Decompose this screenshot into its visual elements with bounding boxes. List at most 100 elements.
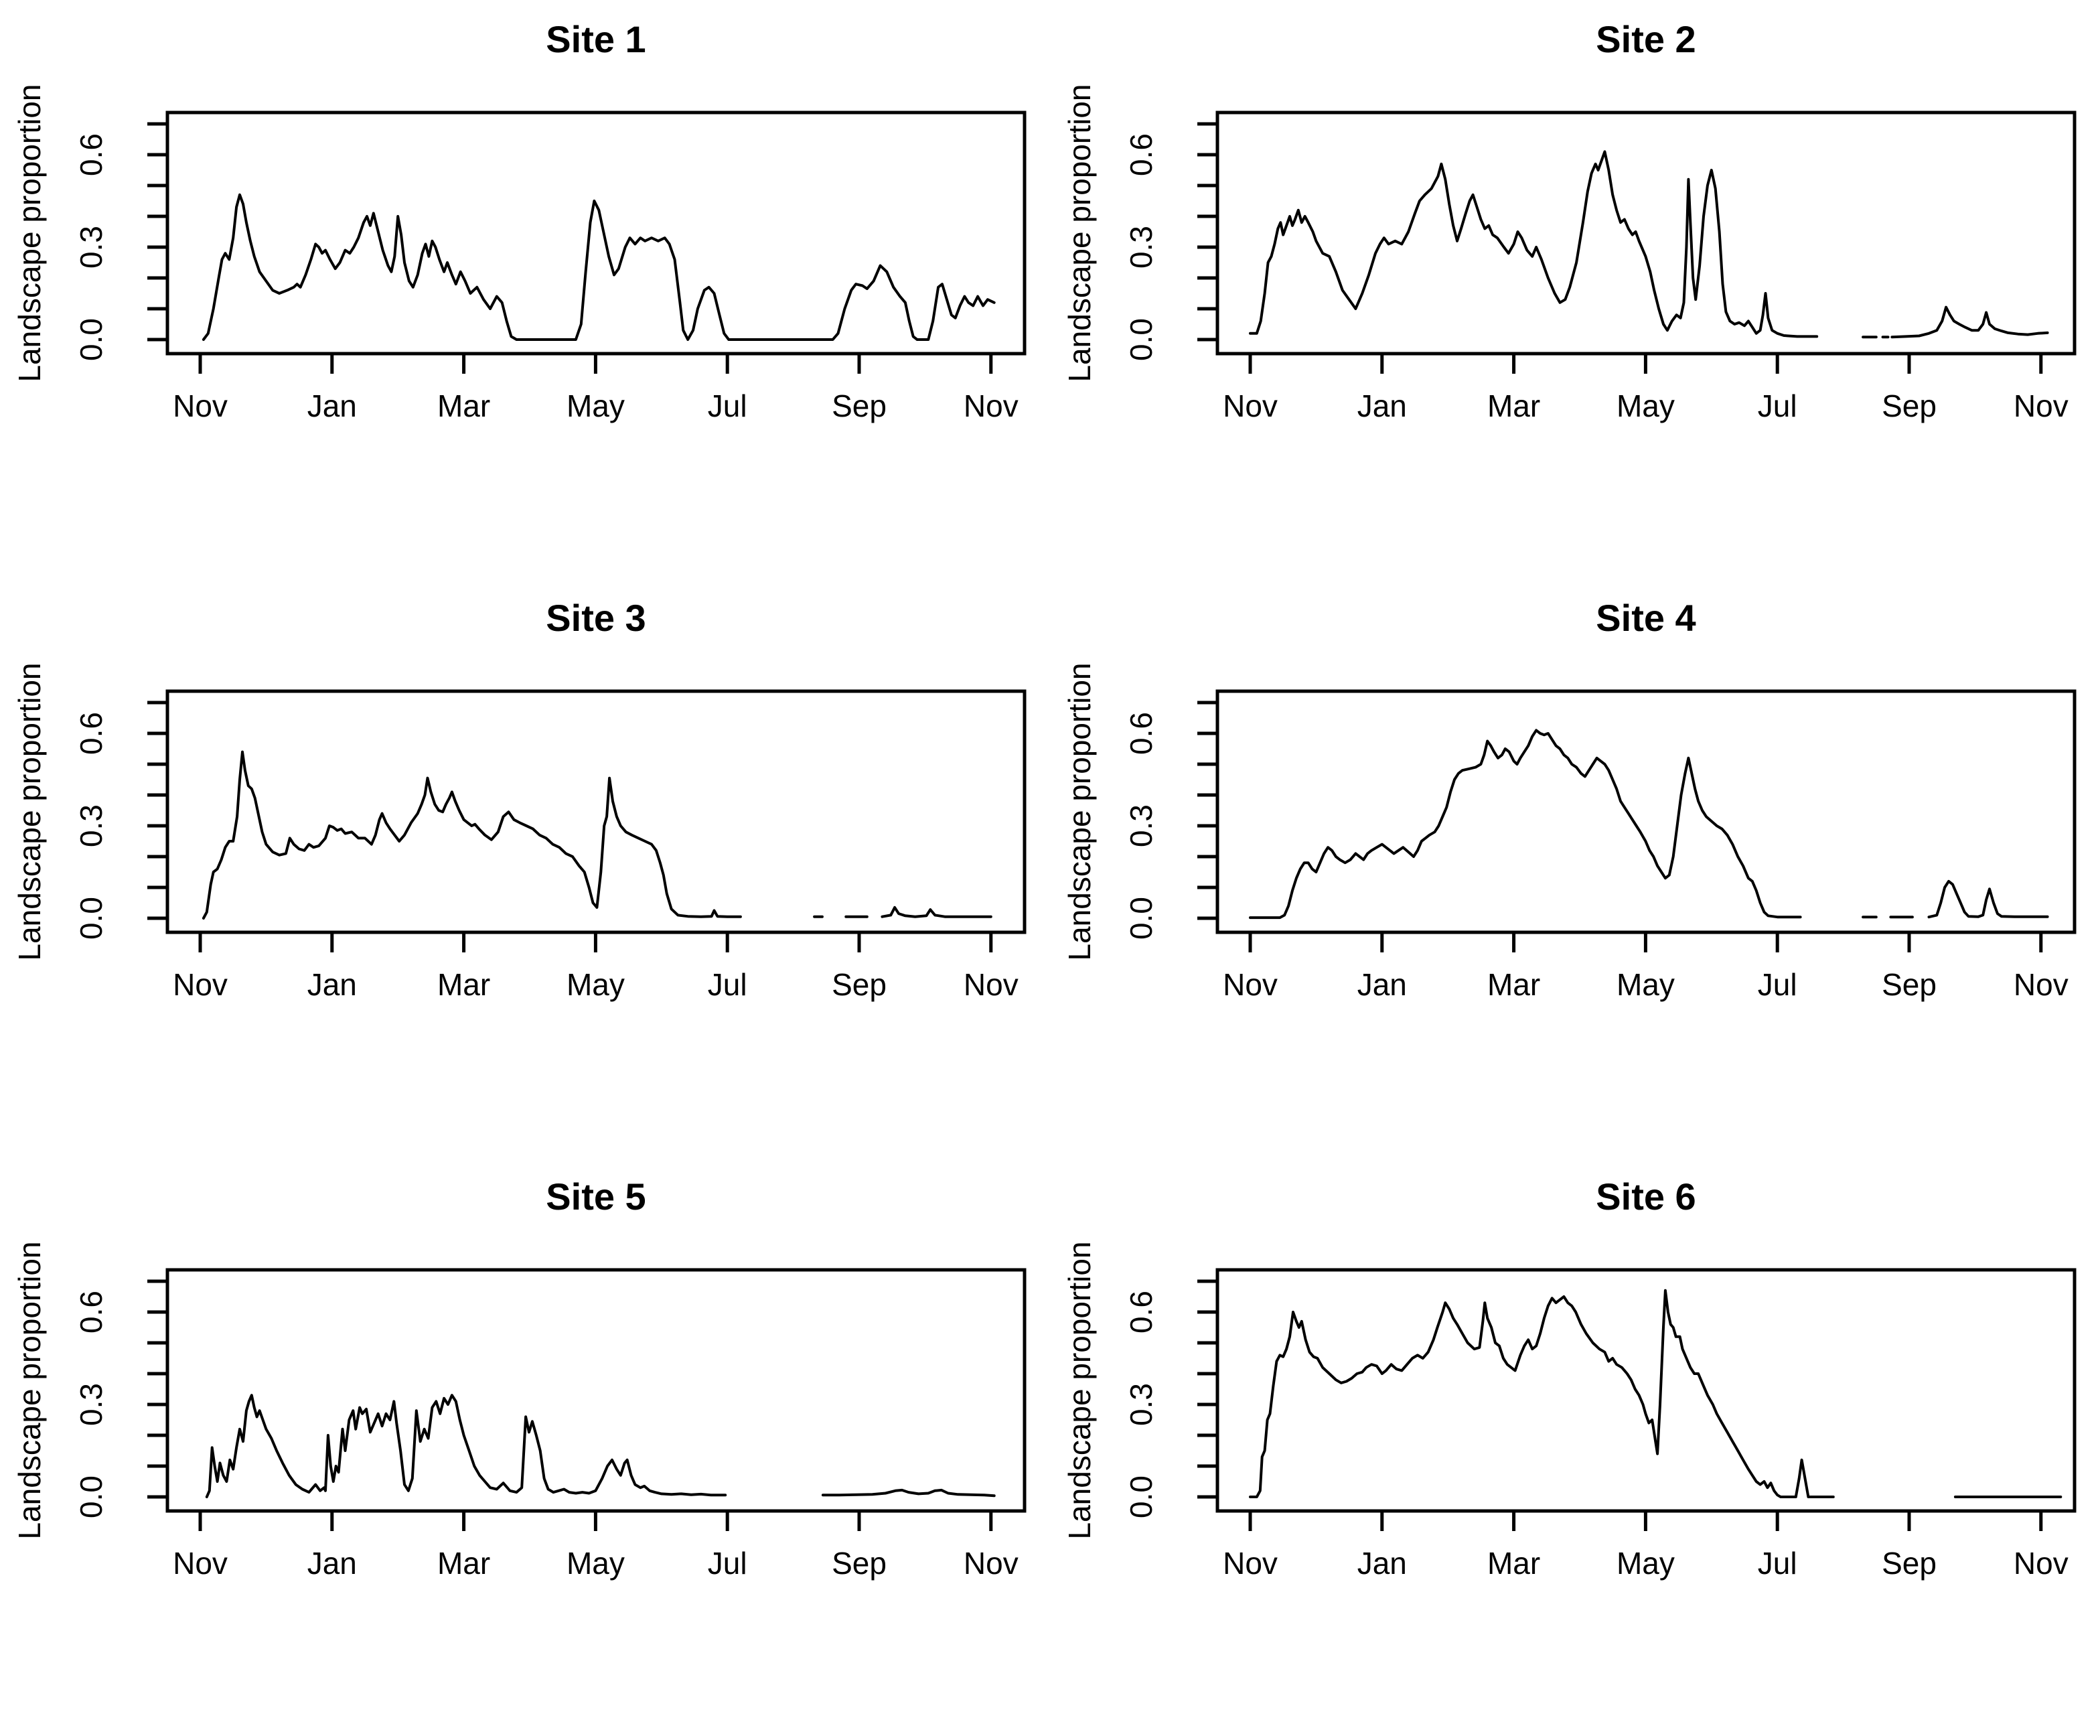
- x-tick-label: Nov: [964, 388, 1019, 423]
- plot-area: Nov Jan Mar May Jul Sep Nov 0.0 0.3 0.6: [74, 689, 1027, 1002]
- plot-box: [1215, 689, 2077, 934]
- chart-site-5: Site 5 Landscape proportion Nov Jan Mar May…: [12, 1175, 1027, 1581]
- plot-area: Nov Jan Mar May Jul Sep Nov 0.0 0.3 0.6: [1124, 689, 2077, 1002]
- x-tick-label: Jul: [1758, 388, 1797, 423]
- series-line: [821, 1488, 996, 1498]
- x-tick-label: Sep: [1882, 1546, 1937, 1581]
- series-line: [1927, 879, 2049, 919]
- plot-area: Nov Jan Mar May Jul Sep Nov 0.0 0.3 0.6: [74, 1268, 1027, 1581]
- panel-title: Site 5: [546, 1175, 646, 1218]
- plot-area: Nov Jan Mar May Jul Sep Nov 0.0 0.3 0.6: [74, 111, 1027, 423]
- y-axis-title: Landscape proportion: [12, 84, 47, 382]
- chart-site-3: Site 3 Landscape proportion Nov Jan Mar May…: [12, 597, 1027, 1002]
- series-line: [1890, 305, 2049, 339]
- x-tick-label: Jul: [708, 388, 747, 423]
- x-tick-label: May: [567, 388, 625, 423]
- series-line: [881, 906, 992, 918]
- y-tick-label: 0.3: [74, 1383, 108, 1426]
- x-tick-label: Mar: [1487, 1546, 1540, 1581]
- x-tick-label: Sep: [832, 1546, 887, 1581]
- series-line: [1249, 1289, 1835, 1498]
- y-axis-title: Landscape proportion: [1062, 1242, 1097, 1540]
- x-tick-label: Jul: [1758, 967, 1797, 1002]
- x-tick-label: Jul: [708, 1546, 747, 1581]
- x-tick-label: Nov: [1223, 1546, 1278, 1581]
- x-tick-label: Nov: [173, 967, 228, 1002]
- plot-box: [165, 1268, 1027, 1513]
- plot-box: [165, 111, 1027, 356]
- panel-site-1: Site 1 Landscape proportion Nov Jan Mar May…: [0, 0, 1050, 579]
- x-tick-label: Jan: [307, 1546, 357, 1581]
- panel-site-2: Site 2 Landscape proportion Nov Jan Mar May…: [1050, 0, 2100, 579]
- x-tick-label: Jul: [1758, 1546, 1797, 1581]
- chart-site-2: Site 2 Landscape proportion Nov Jan Mar May…: [1062, 18, 2077, 423]
- plot-area: Nov Jan Mar May Jul Sep Nov 0.0 0.3 0.6: [1124, 111, 2077, 423]
- y-tick-label: 0.3: [74, 804, 108, 847]
- panel-site-5: Site 5 Landscape proportion Nov Jan Mar May…: [0, 1157, 1050, 1736]
- y-tick-label: 0.0: [1124, 897, 1158, 940]
- y-tick-label: 0.0: [74, 1475, 108, 1518]
- x-tick-label: May: [1617, 967, 1675, 1002]
- x-tick-label: Jan: [1357, 1546, 1407, 1581]
- y-tick-label: 0.3: [1124, 226, 1158, 269]
- y-axis-title: Landscape proportion: [1062, 84, 1097, 382]
- x-tick-label: May: [567, 1546, 625, 1581]
- plot-box: [1215, 1268, 2077, 1513]
- y-tick-label: 0.6: [1124, 712, 1158, 755]
- y-tick-label: 0.0: [1124, 318, 1158, 361]
- x-tick-label: Mar: [437, 967, 490, 1002]
- y-axis-title: Landscape proportion: [1062, 663, 1097, 961]
- y-tick-label: 0.6: [1124, 133, 1158, 176]
- series-line: [1249, 729, 1802, 920]
- chart-site-4: Site 4 Landscape proportion Nov Jan Mar May…: [1062, 597, 2077, 1002]
- x-tick-label: May: [1617, 1546, 1675, 1581]
- x-tick-label: Jan: [307, 967, 357, 1002]
- plot-area: Nov Jan Mar May Jul Sep Nov 0.0 0.3 0.6: [1124, 1268, 2077, 1581]
- x-tick-label: Nov: [2014, 388, 2069, 423]
- y-tick-label: 0.3: [74, 226, 108, 269]
- y-tick-label: 0.6: [1124, 1291, 1158, 1333]
- x-tick-label: Mar: [437, 388, 490, 423]
- x-tick-label: May: [1617, 388, 1675, 423]
- x-tick-label: Sep: [1882, 967, 1937, 1002]
- panel-title: Site 2: [1596, 18, 1696, 60]
- y-tick-label: 0.6: [74, 133, 108, 176]
- x-tick-label: Jul: [708, 967, 747, 1002]
- y-tick-label: 0.0: [74, 897, 108, 940]
- plot-box: [165, 689, 1027, 934]
- x-tick-label: Jan: [307, 388, 357, 423]
- x-tick-label: Mar: [1487, 967, 1540, 1002]
- y-tick-label: 0.0: [74, 318, 108, 361]
- series-line: [1249, 150, 1819, 338]
- x-tick-label: Nov: [1223, 967, 1278, 1002]
- series-line: [202, 193, 996, 341]
- x-tick-label: Nov: [2014, 967, 2069, 1002]
- x-tick-label: Nov: [964, 1546, 1019, 1581]
- x-tick-label: Mar: [437, 1546, 490, 1581]
- series-line: [205, 1394, 727, 1498]
- chart-site-1: Site 1 Landscape proportion Nov Jan Mar May…: [12, 18, 1027, 423]
- panel-title: Site 3: [546, 597, 646, 639]
- panel-title: Site 4: [1596, 597, 1696, 639]
- x-tick-label: Jan: [1357, 967, 1407, 1002]
- panel-title: Site 1: [546, 18, 646, 60]
- x-tick-label: Nov: [173, 1546, 228, 1581]
- panel-title: Site 6: [1596, 1175, 1696, 1218]
- series-line: [202, 750, 742, 920]
- panel-site-3: Site 3 Landscape proportion Nov Jan Mar May…: [0, 579, 1050, 1157]
- panel-site-4: Site 4 Landscape proportion Nov Jan Mar May…: [1050, 579, 2100, 1157]
- x-tick-label: Mar: [1487, 388, 1540, 423]
- plot-box: [1215, 111, 2077, 356]
- y-axis-title: Landscape proportion: [12, 1242, 47, 1540]
- x-tick-label: Jan: [1357, 388, 1407, 423]
- panel-site-6: Site 6 Landscape proportion Nov Jan Mar May…: [1050, 1157, 2100, 1736]
- x-tick-label: Nov: [173, 388, 228, 423]
- y-tick-label: 0.3: [1124, 804, 1158, 847]
- y-tick-label: 0.6: [74, 1291, 108, 1333]
- x-tick-label: Sep: [1882, 388, 1937, 423]
- y-tick-label: 0.0: [1124, 1475, 1158, 1518]
- x-tick-label: Nov: [964, 967, 1019, 1002]
- x-tick-label: Sep: [832, 388, 887, 423]
- y-tick-label: 0.3: [1124, 1383, 1158, 1426]
